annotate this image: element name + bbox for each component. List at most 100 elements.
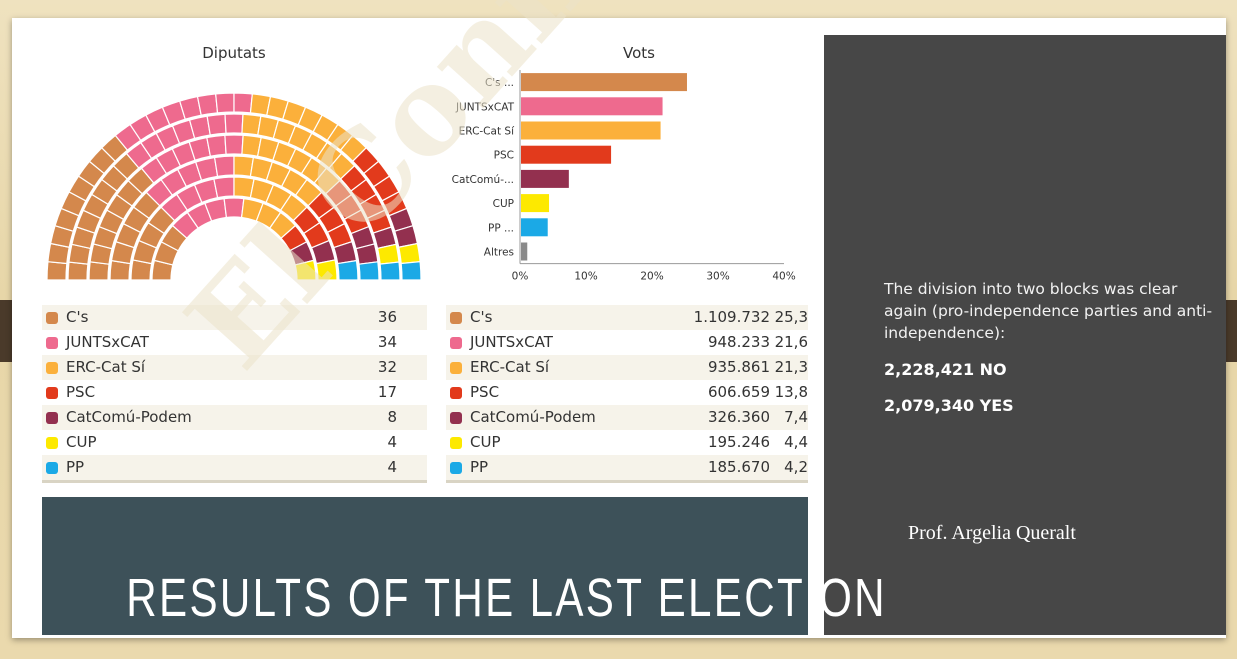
seat-count: 36 [377,308,397,326]
x-tick-label: 40% [772,271,795,283]
vote-percentage: 13,8 [774,383,808,401]
seat-juntsxcat [215,92,235,114]
bar-label-2: ERC-Cat Sí [459,126,515,138]
seat-pp [358,261,380,281]
info-panel [824,35,1226,635]
banner-title: RESULTS OF THE LAST ELECTION [126,568,887,628]
votes-bar-chart: C's ... JUNTSxCAT ERC-Cat Sí PSC CatComú-...… [452,70,796,283]
seat-count: 32 [377,358,397,376]
seat-c-s [46,261,68,281]
seat-pp [379,261,401,281]
vote-count: 935.861 [707,358,770,376]
party-name: C's [470,308,493,326]
vote-count: 948.233 [707,333,770,351]
party-name: C's [66,308,89,326]
seat-juntsxcat [213,176,235,199]
x-tick-label: 20% [640,271,663,283]
title-banner: RESULTS OF THE LAST ELECTION [42,497,887,635]
party-name: JUNTSxCAT [470,333,553,351]
bar-label-7: Altres [484,247,514,259]
party-color-swatch [450,337,462,349]
bar-2 [521,121,661,140]
votes-table-row: ERC-Cat Sí 935.861 21,3 [446,355,808,380]
vote-percentage: 25,3 [774,308,808,326]
party-color-swatch [450,362,462,374]
seats-table-row: PSC 17 [42,380,427,405]
seat-c-s [67,261,89,281]
vote-percentage: 7,4 [784,408,808,426]
party-color-swatch [450,387,462,399]
votes-table-row: JUNTSxCAT 948.233 21,6 [446,330,808,355]
yes-votes-total: 2,079,340 YES [884,396,1014,415]
seat-count: 17 [377,383,397,401]
seat-juntsxcat [206,113,227,136]
vote-percentage: 21,6 [774,333,808,351]
party-color-swatch [450,312,462,324]
seat-juntsxcat [196,93,219,116]
seat-juntsxcat [213,155,235,177]
votes-chart-title: Vots [623,44,655,62]
seat-count: 4 [387,458,397,476]
vote-count: 1.109.732 [693,308,770,326]
seats-chart-title: Diputats [202,44,266,62]
party-color-swatch [46,312,58,324]
seat-cup [315,259,338,281]
party-color-swatch [46,462,58,474]
seat-cup [294,259,317,281]
seat-cup [398,242,421,265]
party-color-swatch [46,362,58,374]
x-tick-label: 10% [574,271,597,283]
seats-table-row: PP 4 [42,455,427,480]
party-name: ERC-Cat Sí [470,358,550,376]
seat-cup [376,243,400,265]
seats-table-row: CatComú-Podem 8 [42,405,427,430]
party-name: CUP [66,433,97,451]
seats-table-row: C's 36 [42,305,427,330]
bar-label-5: CUP [493,198,514,210]
bar-label-4: CatComú-... [452,174,514,186]
votes-table-row: CatComú-Podem 326.360 7,4 [446,405,808,430]
vote-count: 195.246 [707,433,770,451]
panel-description: The division into two blocks was clear a… [884,280,1213,342]
party-name: ERC-Cat Sí [66,358,146,376]
bar-label-6: PP ... [488,222,514,234]
seat-pp [337,259,359,281]
bar-label-3: PSC [494,150,514,162]
votes-table-row: CUP 195.246 4,4 [446,430,808,455]
seat-count: 4 [387,433,397,451]
seat-c-s [88,261,110,281]
vote-count: 606.659 [707,383,770,401]
party-name: CatComú-Podem [66,408,192,426]
parliament-chart [46,92,422,281]
vote-percentage: 4,2 [784,458,808,476]
seats-table-rule [42,480,427,483]
bar-4 [521,169,569,188]
party-color-swatch [46,412,58,424]
party-color-swatch [46,387,58,399]
seats-table-row: CUP 4 [42,430,427,455]
bar-6 [521,218,548,237]
seat-juntsxcat [224,113,244,134]
seats-table-row: JUNTSxCAT 34 [42,330,427,355]
seat-juntsxcat [223,197,245,219]
seat-pp [400,261,422,281]
seats-table-row: ERC-Cat Sí 32 [42,355,427,380]
bar-label-1: JUNTSxCAT [455,101,515,113]
seat-juntsxcat [233,92,253,114]
party-color-swatch [46,337,58,349]
votes-table-rule [446,480,808,483]
bar-1 [521,97,663,116]
party-color-swatch [450,462,462,474]
seat-juntsxcat [224,134,244,155]
party-name: PP [66,458,85,476]
seat-count: 34 [377,333,397,351]
party-color-swatch [450,412,462,424]
party-name: PSC [470,383,500,401]
party-name: PP [470,458,489,476]
bar-3 [521,145,612,164]
party-name: JUNTSxCAT [66,333,149,351]
bar-0 [521,73,687,92]
bar-5 [521,194,550,213]
votes-table-row: PP 185.670 4,2 [446,455,808,480]
vote-percentage: 21,3 [774,358,808,376]
